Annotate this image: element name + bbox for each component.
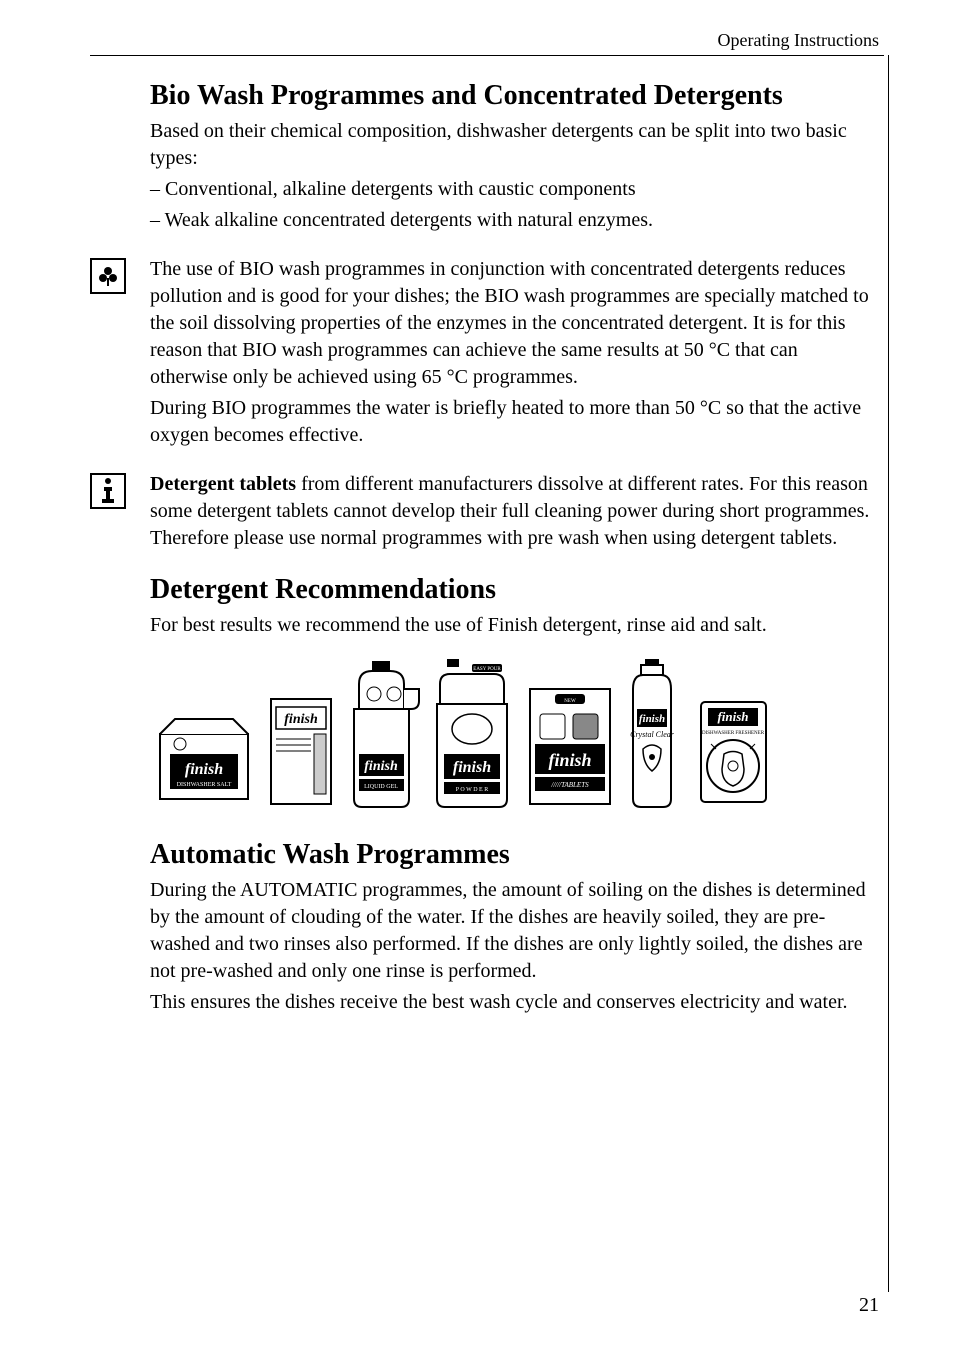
section-automatic: Automatic Wash Programmes During the AUT… xyxy=(90,839,879,1016)
svg-text:finish: finish xyxy=(364,759,398,774)
heading-recommendations: Detergent Recommendations xyxy=(150,574,879,606)
product-box-1: finish xyxy=(266,689,336,809)
svg-text:DISHWASHER SALT: DISHWASHER SALT xyxy=(177,782,232,788)
svg-text:finish: finish xyxy=(284,712,318,727)
detergent-tablets-bold: Detergent tablets xyxy=(150,473,296,495)
svg-text:finish: finish xyxy=(185,761,223,778)
section-recommendations: Detergent Recommendations For best resul… xyxy=(90,574,879,809)
clover-para2: During BIO programmes the water is brief… xyxy=(150,395,879,449)
automatic-para2: This ensures the dishes receive the best… xyxy=(150,989,879,1016)
page-number: 21 xyxy=(859,1294,879,1317)
product-bottle-powder: EASY POUR finish P O W D E R xyxy=(432,659,517,809)
automatic-para1: During the AUTOMATIC programmes, the amo… xyxy=(150,877,879,985)
svg-text://///TABLETS: /////TABLETS xyxy=(550,781,589,789)
svg-text:EASY POUR: EASY POUR xyxy=(473,667,501,672)
info-icon xyxy=(90,473,126,509)
svg-text:P O W D E R: P O W D E R xyxy=(456,787,488,793)
svg-text:NEW: NEW xyxy=(564,699,576,704)
product-tablets-box: NEW finish /////TABLETS xyxy=(525,679,615,809)
clover-para1: The use of BIO wash programmes in conjun… xyxy=(150,256,879,391)
product-bottle-gel: finish LIQUID GEL xyxy=(344,659,424,809)
heading-automatic: Automatic Wash Programmes xyxy=(150,839,879,871)
product-freshener: finish DISHWASHER FRESHENER xyxy=(696,694,771,809)
svg-text:finish: finish xyxy=(548,750,591,770)
section-info: Detergent tablets from different manufac… xyxy=(90,471,879,552)
svg-text:finish: finish xyxy=(717,709,748,724)
heading-bio-wash: Bio Wash Programmes and Concentrated Det… xyxy=(150,80,879,112)
bullet-1: – Conventional, alkaline detergents with… xyxy=(150,176,879,203)
svg-text:DISHWASHER FRESHENER: DISHWASHER FRESHENER xyxy=(702,731,765,736)
info-para: Detergent tablets from different manufac… xyxy=(150,471,879,552)
section-bio-wash: Bio Wash Programmes and Concentrated Det… xyxy=(90,80,879,234)
clover-icon xyxy=(90,258,126,294)
product-salt-bag: finish DISHWASHER SALT xyxy=(150,714,258,809)
section-clover: The use of BIO wash programmes in conjun… xyxy=(90,256,879,449)
svg-text:finish: finish xyxy=(453,759,491,776)
recommendations-text: For best results we recommend the use of… xyxy=(150,612,879,639)
header-divider xyxy=(90,55,884,56)
right-border xyxy=(888,55,889,1292)
product-rinse-bottle: finish Crystal Clear xyxy=(623,659,688,809)
svg-text:Crystal Clear: Crystal Clear xyxy=(630,730,675,739)
main-content: Bio Wash Programmes and Concentrated Det… xyxy=(90,80,879,1038)
header-title: Operating Instructions xyxy=(718,30,879,51)
svg-text:LIQUID GEL: LIQUID GEL xyxy=(364,784,398,790)
svg-text:finish: finish xyxy=(639,713,665,725)
bullet-2: – Weak alkaline concentrated detergents … xyxy=(150,207,879,234)
intro-text: Based on their chemical composition, dis… xyxy=(150,118,879,172)
product-images-row: finish DISHWASHER SALT finish xyxy=(150,659,879,809)
